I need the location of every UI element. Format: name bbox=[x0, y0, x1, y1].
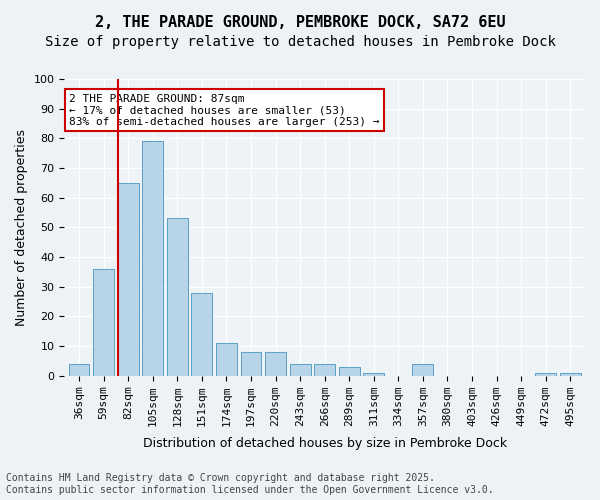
Bar bbox=[93, 269, 114, 376]
Y-axis label: Number of detached properties: Number of detached properties bbox=[15, 129, 28, 326]
Bar bbox=[265, 352, 286, 376]
Text: 2, THE PARADE GROUND, PEMBROKE DOCK, SA72 6EU: 2, THE PARADE GROUND, PEMBROKE DOCK, SA7… bbox=[95, 15, 505, 30]
X-axis label: Distribution of detached houses by size in Pembroke Dock: Distribution of detached houses by size … bbox=[143, 437, 507, 450]
Bar bbox=[216, 343, 237, 376]
Bar bbox=[68, 364, 89, 376]
Bar bbox=[560, 372, 581, 376]
Bar bbox=[535, 372, 556, 376]
Text: 2 THE PARADE GROUND: 87sqm
← 17% of detached houses are smaller (53)
83% of semi: 2 THE PARADE GROUND: 87sqm ← 17% of deta… bbox=[70, 94, 380, 127]
Bar bbox=[364, 372, 384, 376]
Bar bbox=[412, 364, 433, 376]
Bar bbox=[167, 218, 188, 376]
Bar bbox=[290, 364, 311, 376]
Bar bbox=[142, 142, 163, 376]
Bar bbox=[241, 352, 262, 376]
Bar bbox=[339, 367, 359, 376]
Bar bbox=[191, 292, 212, 376]
Bar bbox=[118, 183, 139, 376]
Text: Size of property relative to detached houses in Pembroke Dock: Size of property relative to detached ho… bbox=[44, 35, 556, 49]
Bar bbox=[314, 364, 335, 376]
Text: Contains HM Land Registry data © Crown copyright and database right 2025.
Contai: Contains HM Land Registry data © Crown c… bbox=[6, 474, 494, 495]
